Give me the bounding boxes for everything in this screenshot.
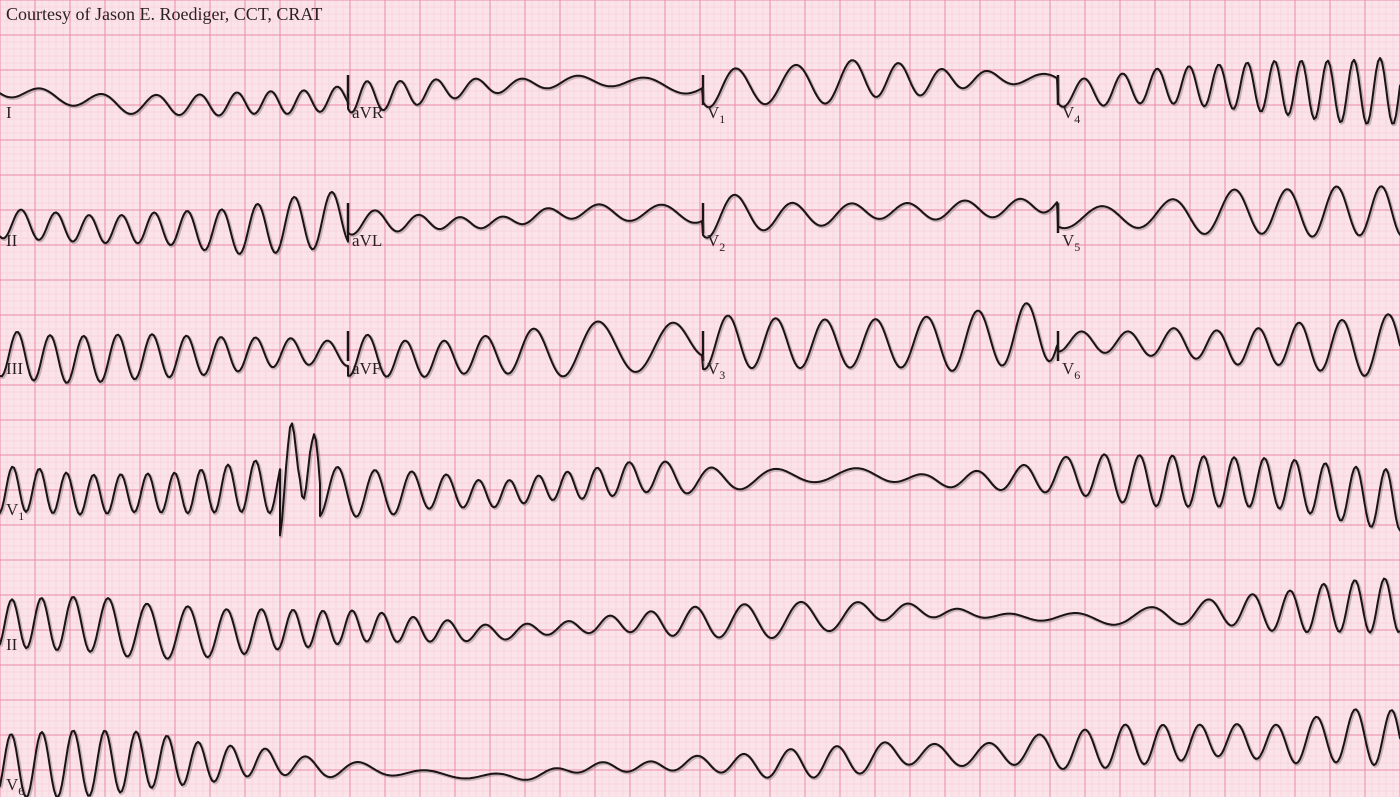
lead-label: aVF <box>352 359 381 378</box>
lead-label: II <box>6 231 18 250</box>
ecg-chart: IaVRV1V4IIaVLV2V5IIIaVFV3V6V1IIV6Courtes… <box>0 0 1400 797</box>
lead-label: aVR <box>352 103 384 122</box>
ecg-svg: IaVRV1V4IIaVLV2V5IIIaVFV3V6V1IIV6Courtes… <box>0 0 1400 797</box>
lead-label: II <box>6 635 18 654</box>
lead-label: I <box>6 103 12 122</box>
lead-label: III <box>6 359 23 378</box>
grid <box>0 0 1400 797</box>
credit-text: Courtesy of Jason E. Roediger, CCT, CRAT <box>6 4 322 24</box>
lead-label: aVL <box>352 231 382 250</box>
